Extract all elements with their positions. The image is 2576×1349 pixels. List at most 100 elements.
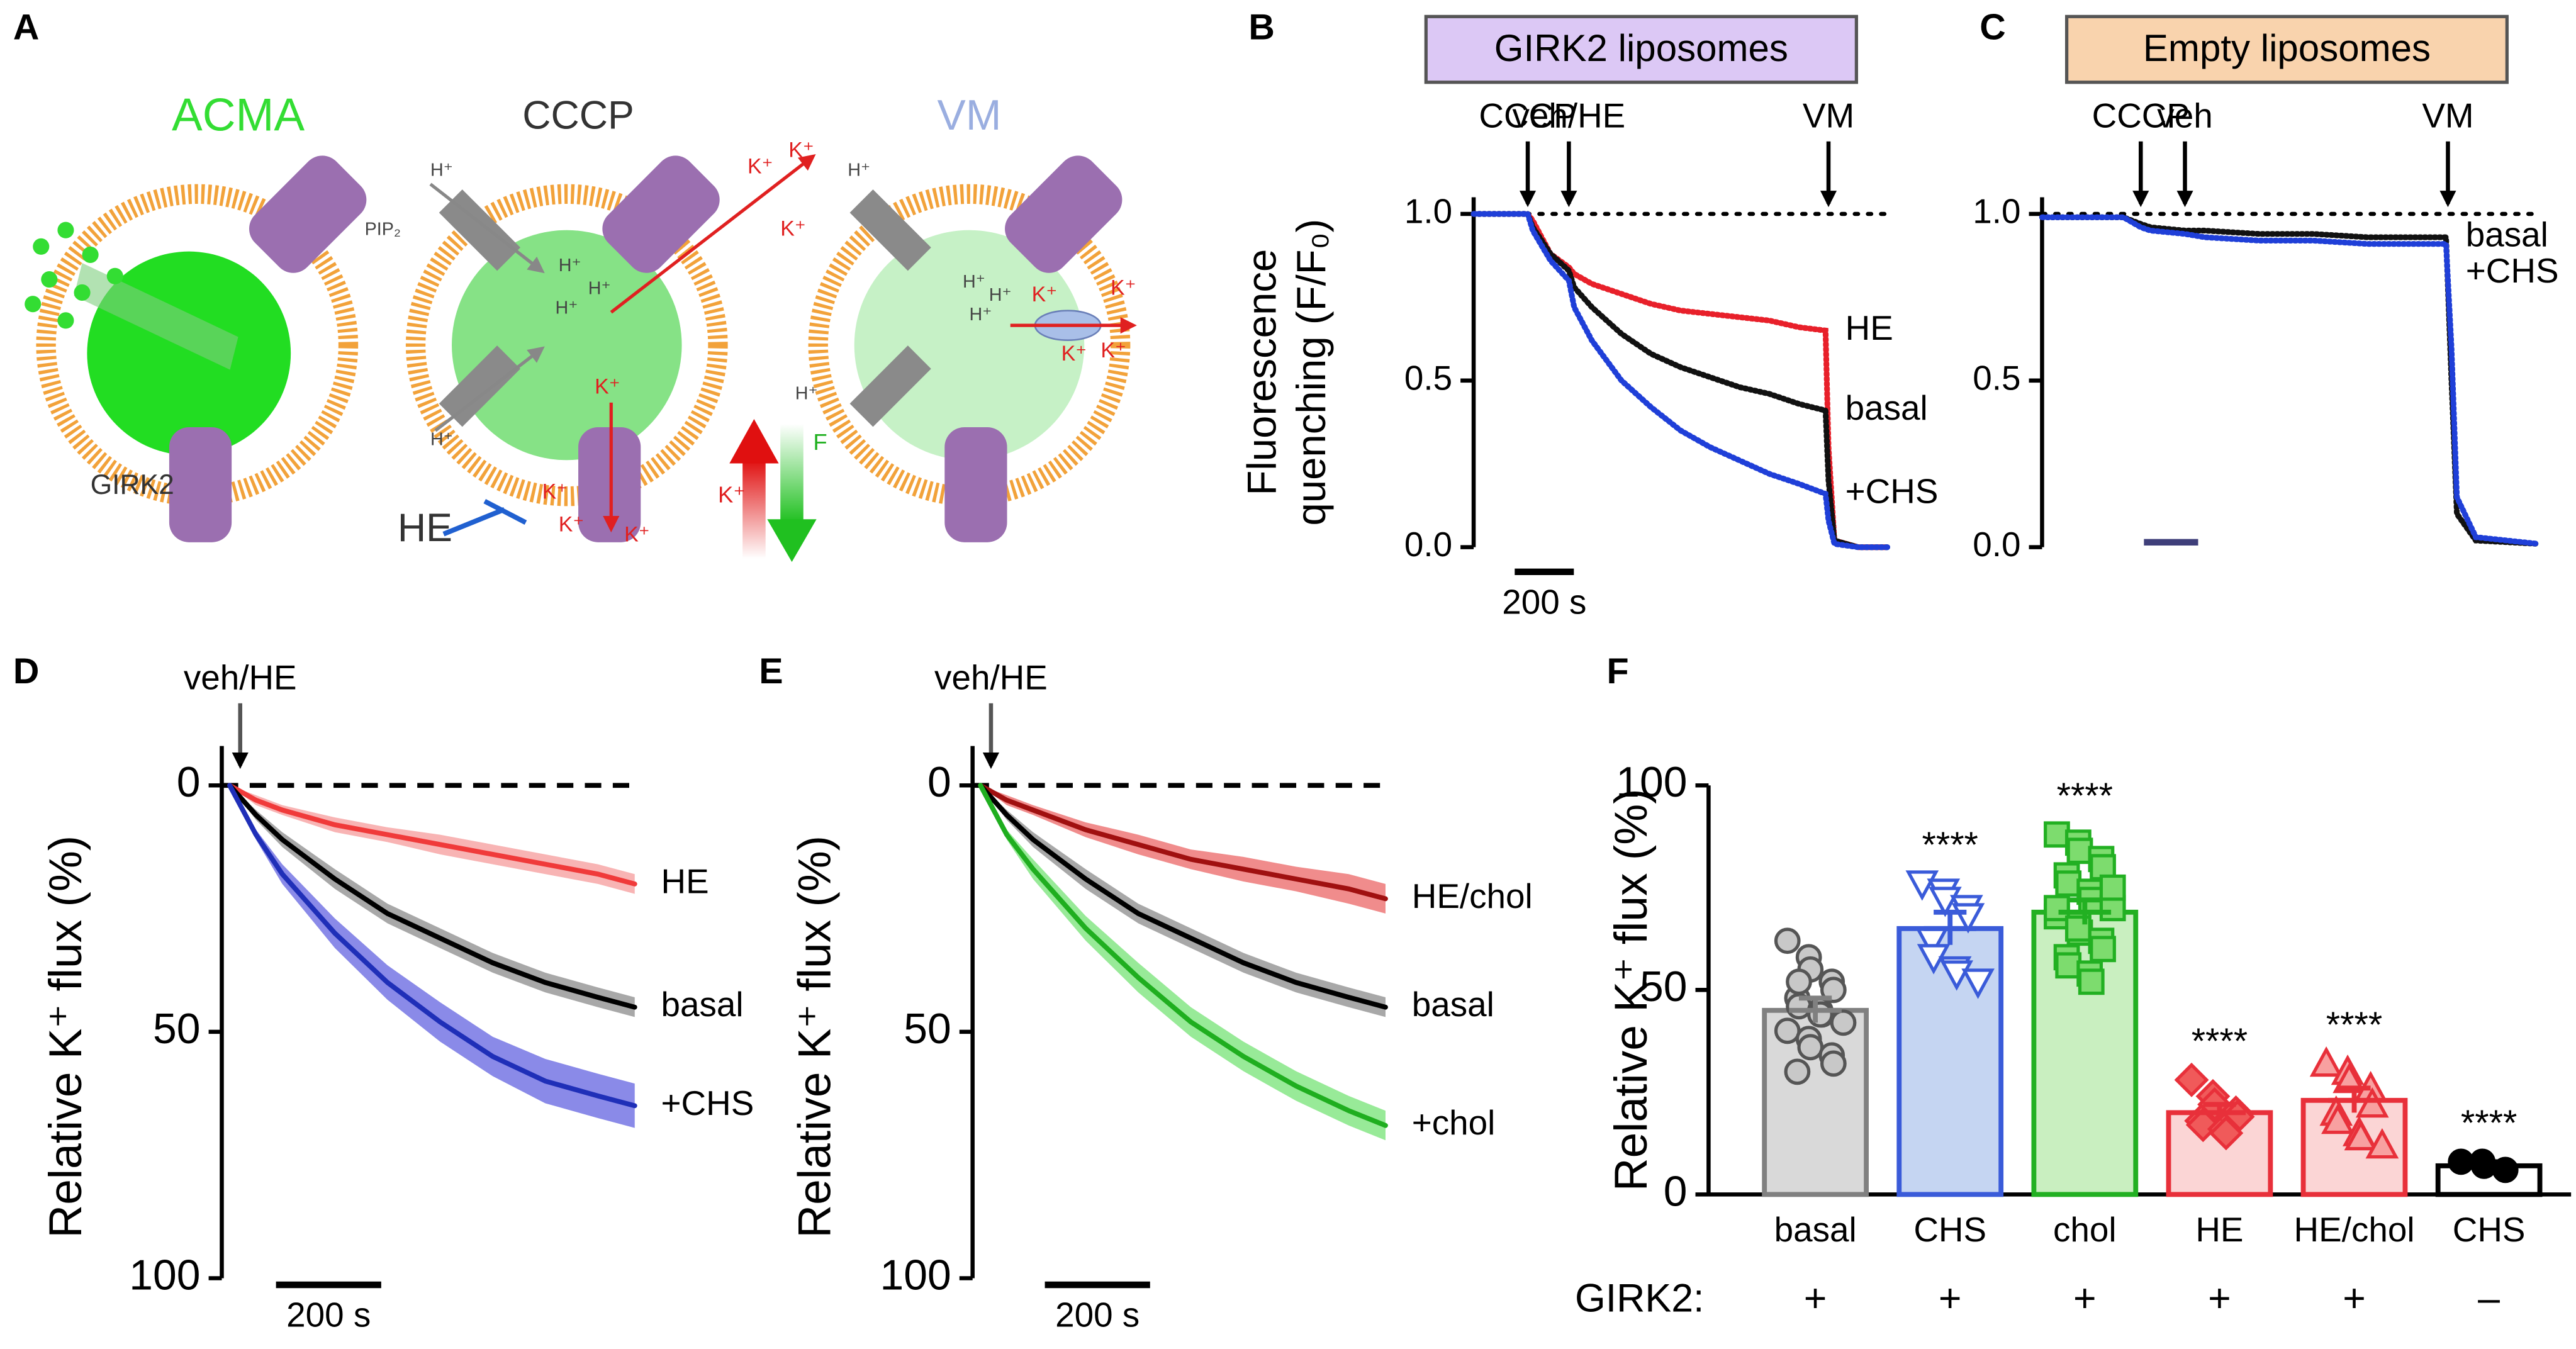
y-tick-label: 0 <box>1664 1168 1688 1215</box>
liposome-lumen <box>854 230 1085 461</box>
data-point <box>1905 870 1939 901</box>
x-tick-label: CHS <box>1913 1210 1986 1249</box>
x-tick-label: basal <box>1774 1210 1857 1249</box>
trace <box>1470 211 1891 551</box>
x-tick-label: chol <box>2053 1210 2117 1249</box>
data-point <box>2090 936 2116 963</box>
data-point <box>2055 870 2082 897</box>
series-label: HE <box>661 861 709 900</box>
y-tick-label: 50 <box>153 1005 201 1053</box>
condition-label: CCCP <box>522 94 634 138</box>
ion-label: H⁺ <box>795 383 818 403</box>
potassium-arrow <box>610 154 816 314</box>
potassium-efflux-arrow <box>729 418 779 464</box>
data-point <box>2365 1128 2399 1159</box>
event-label: VM <box>2422 96 2473 135</box>
data-point <box>2066 837 2093 865</box>
channel <box>602 155 720 273</box>
transporter <box>439 345 521 427</box>
series-label: HE <box>1845 308 1893 347</box>
row-value: + <box>2343 1277 2366 1321</box>
event-label: veh <box>2157 96 2212 135</box>
y-tick-label: 1.0 <box>1973 191 2020 230</box>
data-point <box>2309 1046 2343 1077</box>
ion-label: K⁺ <box>1061 342 1087 366</box>
data-point <box>1774 1017 1801 1044</box>
trace <box>227 783 637 1109</box>
bar <box>2031 909 2139 1197</box>
inhibitor-label: HE <box>398 506 452 550</box>
significance-label: **** <box>2461 1103 2517 1143</box>
panel-label: D <box>13 651 39 691</box>
ion-label: K⁺ <box>780 217 806 241</box>
trace <box>2039 214 2541 547</box>
ion-label: H⁺ <box>963 272 985 292</box>
error-band <box>230 785 635 1017</box>
ion-label: H⁺ <box>588 278 611 298</box>
series-label: basal <box>1412 985 1494 1024</box>
series-label: basal <box>661 985 744 1024</box>
ion-label: K⁺ <box>718 481 746 507</box>
ion-label: H⁺ <box>430 160 453 180</box>
data-point <box>2344 1119 2378 1151</box>
data-point <box>2099 874 2126 901</box>
data-point <box>1797 1034 1824 1061</box>
transporter <box>439 189 521 271</box>
title-box <box>2064 14 2509 84</box>
data-point <box>1929 887 1962 917</box>
panel-label: A <box>13 7 39 47</box>
x-tick-label: HE/chol <box>2294 1210 2415 1249</box>
event-label: CCCP <box>1479 96 1576 135</box>
ion-label: K⁺ <box>559 513 585 537</box>
event-label: veh/HE <box>934 658 1048 697</box>
inhibition-symbol <box>442 499 527 537</box>
ion-label: H⁺ <box>848 160 870 180</box>
series-label: basal <box>1845 388 1928 427</box>
event-label: veh/HE <box>1512 96 1625 135</box>
ion-label: K⁺ <box>595 374 620 398</box>
trace <box>227 783 637 1010</box>
x-tick-label: CHS <box>2453 1210 2526 1249</box>
row-value: + <box>1939 1277 1962 1321</box>
y-tick-label: 0.0 <box>1973 525 2020 564</box>
y-tick-label: 100 <box>880 1251 951 1299</box>
y-axis-label: Fluorescence <box>1239 249 1285 496</box>
panel-label: E <box>759 651 783 691</box>
series-label: +CHS <box>661 1083 754 1122</box>
data-point <box>2209 1116 2244 1151</box>
trace <box>227 783 637 887</box>
panel-label: F <box>1607 651 1629 691</box>
panel-label: C <box>1980 7 2005 47</box>
scale-bar-label: 200 s <box>1055 1296 1140 1335</box>
y-tick-label: 0 <box>927 759 951 806</box>
ion-label: K⁺ <box>542 479 568 503</box>
trace <box>978 783 1388 902</box>
event-label: VM <box>1803 96 1854 135</box>
potassium-efflux-arrow <box>742 460 766 559</box>
significance-label: **** <box>2326 1005 2382 1045</box>
proton-arrow <box>434 346 545 432</box>
y-tick-label: 0.5 <box>1973 358 2020 397</box>
title-box <box>1424 14 1859 84</box>
row-value: + <box>2073 1277 2097 1321</box>
significance-label: **** <box>2057 776 2113 816</box>
scale-bar-label: 200 s <box>286 1296 371 1335</box>
y-tick-label: 0 <box>177 759 201 806</box>
y-tick-label: 0.5 <box>1404 358 1452 397</box>
y-tick-label: 50 <box>904 1005 951 1053</box>
y-tick-label: 50 <box>1640 963 1688 1010</box>
ion-label: H⁺ <box>559 255 581 276</box>
data-point <box>1940 960 1973 991</box>
data-point <box>1774 927 1801 954</box>
chart-title: Empty liposomes <box>2143 27 2431 69</box>
y-tick-label: 100 <box>129 1251 200 1299</box>
trace <box>978 783 1388 1128</box>
data-point <box>1786 968 1812 995</box>
series-label: HE/chol <box>1412 876 1533 915</box>
scale-bar-label: 200 s <box>1502 583 1586 622</box>
data-point <box>1807 1001 1834 1028</box>
event-label: veh/HE <box>184 658 297 697</box>
y-tick-label: 0.0 <box>1404 525 1452 564</box>
chart-title: GIRK2 liposomes <box>1494 27 1788 69</box>
